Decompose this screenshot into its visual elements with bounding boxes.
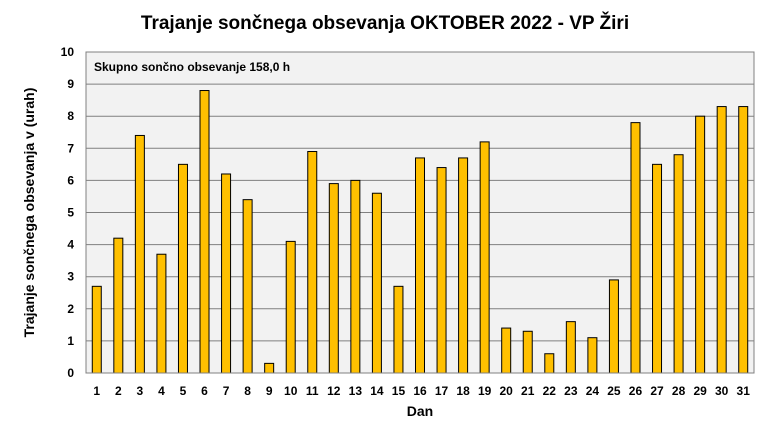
x-tick-label: 21 [521, 384, 535, 398]
x-tick-label: 20 [500, 384, 514, 398]
bar-day-16 [415, 157, 425, 374]
x-tick-label: 7 [223, 384, 230, 398]
x-tick-label: 4 [158, 384, 165, 398]
bar-day-11 [307, 151, 318, 374]
x-tick-label: 22 [543, 384, 557, 398]
plot-border [85, 51, 755, 374]
bar-day-3 [134, 134, 145, 374]
y-tick-label: 7 [67, 141, 74, 155]
x-tick-label: 23 [564, 384, 578, 398]
x-tick-label: 17 [435, 384, 449, 398]
bar-day-2 [113, 237, 124, 374]
x-tick-label: 6 [201, 384, 208, 398]
bar-day-20 [501, 327, 512, 374]
bar-day-19 [479, 141, 490, 374]
x-tick-label: 31 [737, 384, 751, 398]
x-tick-label: 24 [586, 384, 600, 398]
bar-day-17 [436, 167, 447, 374]
y-tick-label: 3 [67, 270, 74, 284]
bar-day-6 [199, 90, 210, 374]
y-axis-label: Trajanje sončnega obsevanja v (urah) [21, 88, 37, 338]
y-tick-label: 9 [67, 77, 74, 91]
y-tick-label: 0 [67, 366, 74, 380]
x-tick-label: 25 [607, 384, 621, 398]
x-tick-label: 26 [629, 384, 643, 398]
y-tick-label: 6 [67, 173, 74, 187]
y-tick-label: 1 [67, 334, 74, 348]
bar-day-9 [264, 362, 275, 374]
y-tick-label: 2 [67, 302, 74, 316]
x-tick-label: 29 [693, 384, 707, 398]
x-tick-label: 13 [349, 384, 363, 398]
x-tick-label: 19 [478, 384, 492, 398]
bar-day-5 [177, 163, 188, 374]
bar-day-30 [716, 106, 727, 374]
y-tick-labels: 0 1 2 3 4 5 6 7 8 9 10 [61, 45, 75, 380]
y-tick-label: 8 [67, 109, 74, 123]
x-tick-label: 1 [93, 384, 100, 398]
chart-title: Trajanje sončnega obsevanja OKTOBER 2022… [141, 12, 629, 34]
bar-day-27 [652, 163, 663, 374]
x-tick-label: 27 [650, 384, 664, 398]
x-tick-label: 2 [115, 384, 122, 398]
x-tick-label: 16 [413, 384, 427, 398]
bar-day-18 [458, 157, 469, 374]
bar-day-14 [371, 192, 382, 374]
bar-day-28 [673, 154, 684, 374]
y-tick-label: 10 [61, 45, 75, 59]
y-tick-label: 4 [67, 238, 74, 252]
bar-day-8 [242, 199, 253, 374]
x-tick-label: 12 [327, 384, 341, 398]
x-tick-label: 9 [266, 384, 273, 398]
total-sunshine-annotation: Skupno sončno obsevanje 158,0 h [94, 60, 290, 74]
x-tick-label: 11 [306, 384, 319, 398]
x-tick-labels: 1 2 3 4 5 6 7 8 9 10 11 12 13 14 15 16 17 18 19 20 21 22 23 24 2… [93, 384, 750, 398]
bar-day-7 [221, 173, 232, 374]
x-tick-label: 14 [370, 384, 384, 398]
x-tick-label: 18 [456, 384, 470, 398]
bar-day-31 [738, 106, 749, 374]
bar-day-15 [393, 285, 404, 374]
bar-day-26 [630, 122, 641, 374]
x-tick-label: 3 [137, 384, 144, 398]
bar-day-25 [608, 279, 619, 374]
bar-day-22 [544, 353, 555, 374]
x-axis-label: Dan [407, 403, 433, 419]
bar-day-13 [350, 179, 361, 374]
bar-day-23 [565, 321, 576, 374]
bar-day-29 [695, 115, 706, 374]
x-tick-label: 30 [715, 384, 729, 398]
x-tick-label: 28 [672, 384, 686, 398]
bar-day-1 [91, 285, 102, 374]
bar-day-24 [587, 337, 598, 374]
bar-day-10 [285, 240, 296, 374]
y-tick-label: 5 [67, 206, 74, 220]
bar-day-12 [328, 183, 339, 374]
bars [91, 90, 749, 374]
x-tick-label: 10 [284, 384, 298, 398]
x-tick-label: 5 [180, 384, 187, 398]
bar-day-4 [156, 253, 167, 374]
x-tick-label: 15 [392, 384, 406, 398]
x-tick-label: 8 [244, 384, 251, 398]
bar-day-21 [522, 330, 533, 374]
